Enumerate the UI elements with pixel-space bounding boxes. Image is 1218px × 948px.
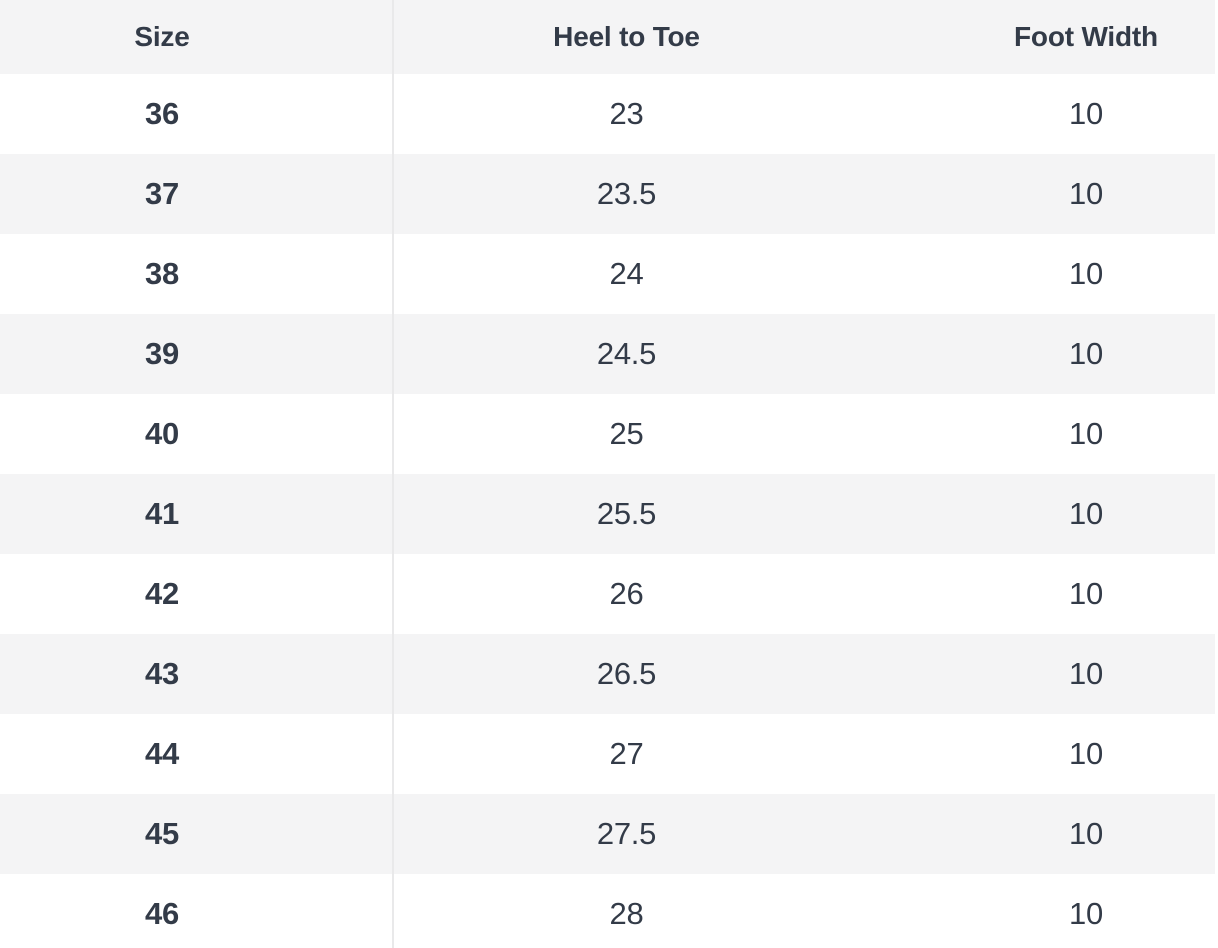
foot-width-cell: 10 (1069, 576, 1103, 611)
heel-to-toe-cell: 26 (609, 576, 644, 611)
table-row: 45 27.5 10 (0, 794, 1215, 874)
foot-width-cell: 10 (1069, 736, 1103, 771)
table-row: 40 25 10 (0, 394, 1215, 474)
heel-to-toe-cell: 26.5 (596, 656, 657, 691)
foot-width-cell: 10 (1069, 896, 1103, 931)
table-row: 37 23.5 10 (0, 154, 1215, 234)
foot-width-cell: 10 (1069, 256, 1103, 291)
foot-width-cell: 10 (1069, 336, 1103, 371)
heel-to-toe-cell: 24.5 (596, 336, 657, 371)
heel-to-toe-cell: 24 (609, 256, 644, 291)
heel-to-toe-cell: 25 (609, 416, 644, 451)
size-cell: 41 (0, 474, 394, 554)
table-body: 36 23 10 37 23.5 10 38 24 10 39 24.5 10 … (0, 74, 1218, 948)
table-row: 42 26 10 (0, 554, 1215, 634)
size-cell: 40 (0, 394, 394, 474)
column-header-foot-width: Foot Width (1014, 21, 1158, 52)
foot-width-cell: 10 (1069, 176, 1103, 211)
foot-width-cell: 10 (1069, 816, 1103, 851)
foot-width-cell: 10 (1069, 96, 1103, 131)
size-cell: 39 (0, 314, 394, 394)
table-row: 44 27 10 (0, 714, 1215, 794)
table-row: 38 24 10 (0, 234, 1215, 314)
column-header-size: Size (0, 0, 394, 74)
table-row: 43 26.5 10 (0, 634, 1215, 714)
size-cell: 46 (0, 874, 394, 948)
column-header-heel-to-toe: Heel to Toe (553, 21, 700, 52)
heel-to-toe-cell: 27.5 (596, 816, 657, 851)
heel-to-toe-cell: 28 (609, 896, 644, 931)
heel-to-toe-cell: 25.5 (596, 496, 657, 531)
size-cell: 42 (0, 554, 394, 634)
table-row: 39 24.5 10 (0, 314, 1215, 394)
table-row: 46 28 10 (0, 874, 1215, 948)
heel-to-toe-cell: 23.5 (596, 176, 657, 211)
size-cell: 44 (0, 714, 394, 794)
size-cell: 36 (0, 74, 394, 154)
foot-width-cell: 10 (1069, 496, 1103, 531)
table-header-row: Size Heel to Toe Foot Width (0, 0, 1215, 74)
heel-to-toe-cell: 27 (609, 736, 644, 771)
size-cell: 38 (0, 234, 394, 314)
table-row: 36 23 10 (0, 74, 1215, 154)
foot-width-cell: 10 (1069, 416, 1103, 451)
heel-to-toe-cell: 23 (609, 96, 644, 131)
foot-width-cell: 10 (1069, 656, 1103, 691)
size-cell: 43 (0, 634, 394, 714)
table-row: 41 25.5 10 (0, 474, 1215, 554)
size-cell: 37 (0, 154, 394, 234)
size-cell: 45 (0, 794, 394, 874)
